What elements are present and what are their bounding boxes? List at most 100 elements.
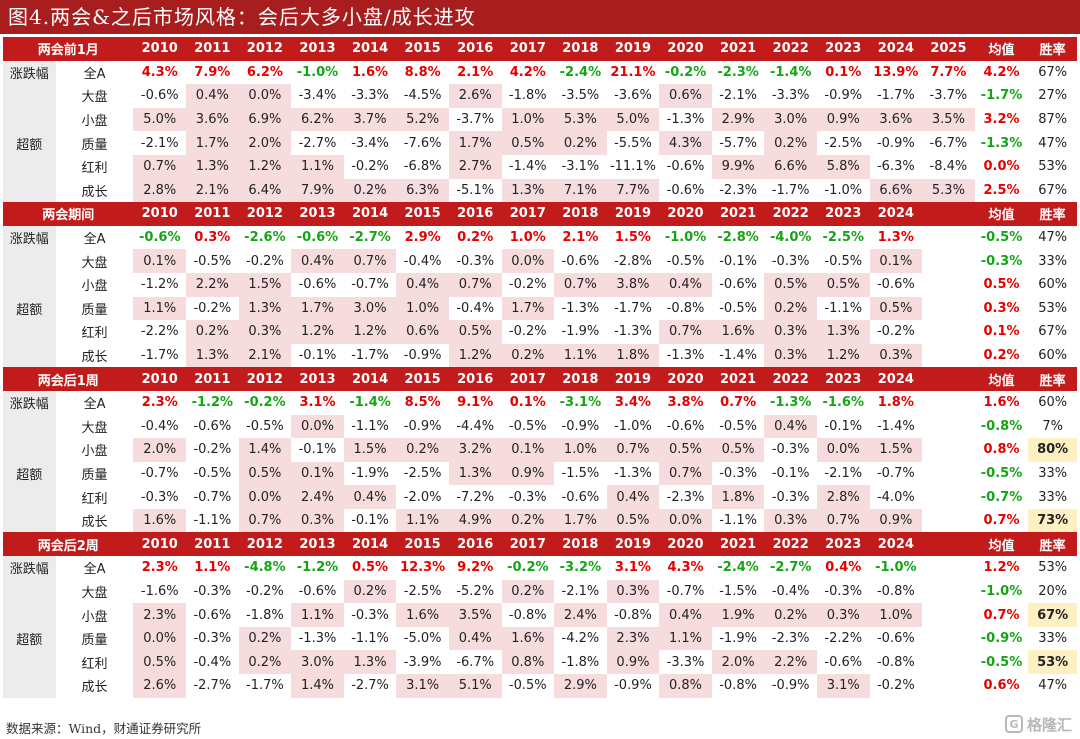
value-cell: -1.0% <box>875 560 917 576</box>
avg-cell: -0.9% <box>980 631 1023 647</box>
value-cell: -1.2% <box>140 277 179 293</box>
value-cell: -0.6% <box>193 607 232 623</box>
value-cell: -7.6% <box>403 135 442 151</box>
avg-cell: 1.2% <box>983 560 1020 576</box>
row-label: 红利 <box>81 161 108 177</box>
table-row: 成长 1.6% -1.1% 0.7% 0.3% -0.1% 1.1% 4.9% 0.2% 1.7%… <box>3 508 1077 533</box>
value-cell: 3.6% <box>186 107 239 132</box>
value-cell: -3.2% <box>559 560 602 576</box>
year-header: 2022 <box>764 532 817 557</box>
value-cell: -0.3% <box>193 631 232 647</box>
year-header: 2016 <box>448 532 502 557</box>
avg-cell: 0.7% <box>983 607 1020 623</box>
value-cell: -7.2% <box>456 489 495 505</box>
value-cell: 0.3% <box>869 343 923 368</box>
value-cell: 3.5% <box>922 107 975 132</box>
value-cell: -3.1% <box>561 159 600 175</box>
value-cell: -0.2% <box>244 395 286 411</box>
value-cell: -5.5% <box>614 135 652 151</box>
row-label: 成长 <box>81 350 108 366</box>
value-cell <box>922 556 975 580</box>
year-header: 2016 <box>448 367 502 391</box>
value-cell: 3.1% <box>816 674 870 698</box>
value-cell: -0.6% <box>666 159 705 175</box>
value-cell: -0.2% <box>507 560 549 576</box>
win-rate-cell: 20% <box>1038 583 1068 599</box>
value-cell: -1.3% <box>666 112 705 128</box>
value-cell: 0.3% <box>291 508 344 533</box>
value-cell: -1.7% <box>614 300 652 316</box>
value-cell: -1.4% <box>349 395 391 411</box>
avg-cell: -1.3% <box>980 135 1023 151</box>
value-cell: 2.8% <box>133 178 187 203</box>
value-cell: 1.6% <box>711 320 765 344</box>
value-cell: 3.8% <box>667 395 704 411</box>
value-cell: 1.0% <box>509 230 546 246</box>
win-rate-cell: 60% <box>1038 348 1068 364</box>
value-cell: 9.2% <box>457 560 494 576</box>
value-cell: 0.7% <box>816 508 870 533</box>
value-cell: -0.5% <box>508 418 547 434</box>
value-cell: 1.6% <box>133 508 187 533</box>
value-cell: -5.2% <box>456 583 495 599</box>
year-header: 2020 <box>659 37 712 61</box>
section-name: 两会前1月 <box>3 37 134 61</box>
value-cell: 0.7% <box>448 272 502 297</box>
value-cell: 0.3% <box>816 603 870 627</box>
row-label: 成长 <box>81 680 108 696</box>
value-cell: -0.1% <box>298 348 337 364</box>
value-cell: 0.8% <box>501 650 555 675</box>
value-cell: 0.2% <box>343 178 397 203</box>
avg-cell: -0.8% <box>980 418 1023 434</box>
value-cell: -1.7% <box>351 348 389 364</box>
value-cell: 1.6% <box>396 603 449 627</box>
value-cell: -3.4% <box>298 88 337 104</box>
value-cell: -1.3% <box>614 324 652 340</box>
value-cell <box>922 438 975 462</box>
win-rate-cell: 47% <box>1038 135 1068 151</box>
value-cell: 1.2% <box>291 320 344 344</box>
win-rate-header: 胜率 <box>1028 202 1077 226</box>
year-header <box>922 367 975 391</box>
value-cell: 0.2% <box>764 603 817 627</box>
row-label: 成长 <box>81 515 108 531</box>
value-cell: -3.7% <box>456 112 495 128</box>
avg-header: 均值 <box>974 532 1029 557</box>
value-cell: -0.6% <box>140 88 179 104</box>
value-cell: 1.3% <box>877 230 914 246</box>
table-row: 红利 -2.2% 0.2% 0.3% 1.2% 1.2% 0.6% 0.5% -0.2% -1.9… <box>3 320 1077 344</box>
value-cell: -0.3% <box>824 583 863 599</box>
value-cell: -1.6% <box>822 395 864 411</box>
value-cell: -2.7% <box>193 678 232 694</box>
value-cell: 4.3% <box>659 131 712 155</box>
table-row: 超额 大盘 0.1% -0.5% -0.2% 0.4% 0.7% -0.4% -0.3% 0.0%… <box>3 249 1077 368</box>
value-cell: -1.4% <box>719 348 757 364</box>
win-rate-cell: 53% <box>1028 650 1077 675</box>
value-cell: 0.5% <box>448 320 502 344</box>
row-label: 质量 <box>81 633 108 649</box>
value-cell: 2.0% <box>133 438 187 462</box>
value-cell: 1.0% <box>501 107 555 132</box>
value-cell: 0.0% <box>659 508 712 533</box>
group-label-excess: 超额 <box>3 414 56 533</box>
value-cell: -0.5% <box>719 300 757 316</box>
value-cell: -2.1% <box>140 135 179 151</box>
win-rate-cell: 47% <box>1038 678 1068 694</box>
value-cell: 2.3% <box>606 626 660 651</box>
value-cell: -1.3% <box>614 465 652 481</box>
value-cell: -4.0% <box>876 489 915 505</box>
win-rate-cell: 33% <box>1038 489 1068 505</box>
value-cell: 1.9% <box>711 603 765 627</box>
value-cell: -1.9% <box>351 465 389 481</box>
year-header: 2022 <box>764 202 817 226</box>
year-header: 2018 <box>554 532 607 557</box>
avg-header: 均值 <box>974 202 1029 226</box>
value-cell: 1.3% <box>343 650 397 675</box>
table-body: 两会前1月 2010 2011 2012 2013 2014 2015 2016 2017 201… <box>3 37 1077 698</box>
value-cell: 6.2% <box>291 107 344 132</box>
win-rate-cell: 80% <box>1028 438 1077 462</box>
value-cell: -0.3% <box>719 465 757 481</box>
value-cell: 3.5% <box>448 603 502 627</box>
value-cell: 0.7% <box>720 395 757 411</box>
value-cell: -0.8% <box>876 654 915 670</box>
